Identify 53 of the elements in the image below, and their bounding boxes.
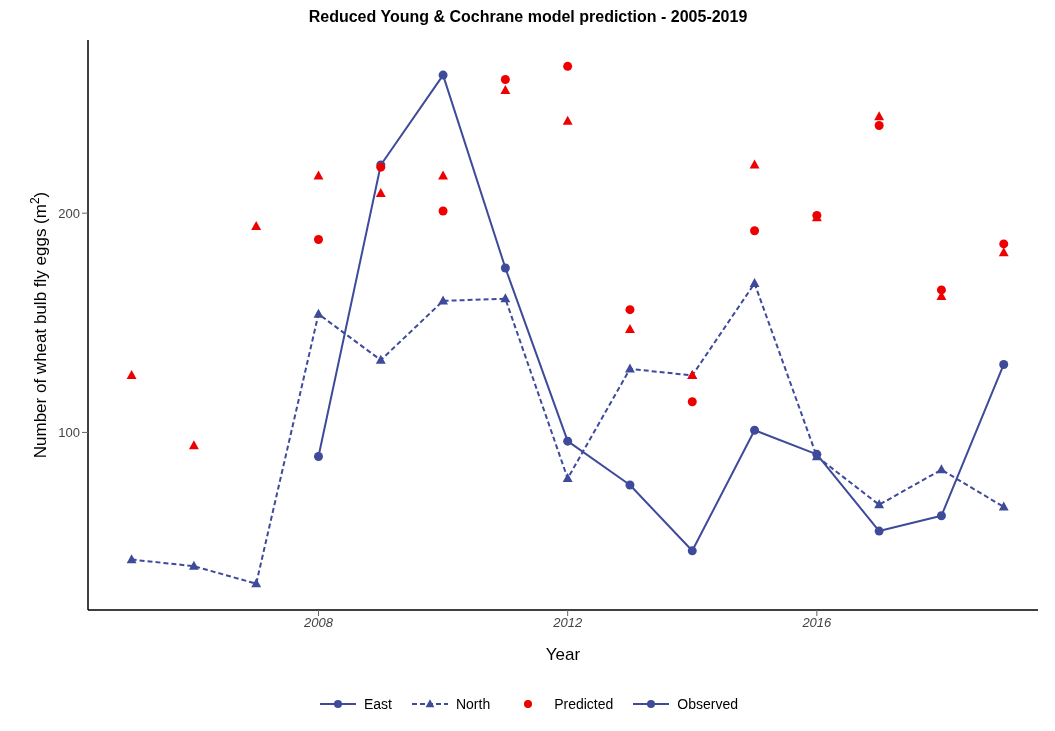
point: [313, 170, 324, 180]
point: [126, 370, 137, 380]
point: [313, 308, 324, 318]
point: [500, 293, 511, 303]
point: [625, 305, 635, 315]
point: [500, 85, 511, 95]
point: [251, 578, 262, 588]
point: [126, 554, 137, 564]
point: [438, 70, 448, 80]
x-tick-label: 2012: [552, 615, 583, 631]
point: [936, 511, 946, 521]
point: [625, 323, 635, 333]
point: [687, 546, 697, 556]
point: [438, 170, 449, 180]
y-tick-label: 100: [58, 425, 80, 441]
point: [999, 359, 1009, 369]
point: [687, 397, 697, 407]
point: [188, 560, 199, 570]
legend-label: Predicted: [554, 696, 614, 712]
point: [874, 526, 884, 536]
legend-label: East: [363, 696, 392, 712]
point: [375, 354, 386, 364]
point: [188, 440, 199, 450]
point: [749, 277, 760, 287]
x-tick-label: 2016: [801, 615, 833, 631]
point: [749, 159, 760, 169]
point: [375, 188, 386, 198]
point: [874, 111, 885, 121]
point: [313, 452, 323, 462]
point: [562, 115, 573, 125]
point: [563, 436, 573, 446]
point: [874, 499, 885, 509]
point: [563, 61, 573, 71]
x-tick-label: 2008: [303, 615, 334, 631]
point: [313, 235, 323, 244]
point: [500, 263, 510, 273]
point: [562, 473, 573, 483]
text: Observed: [677, 696, 739, 712]
point: [998, 501, 1009, 511]
chart-title: Reduced Young & Cochrane model prediction - 2005-2019: [307, 8, 749, 26]
point: [999, 239, 1009, 249]
point: [750, 425, 760, 435]
point: [874, 121, 884, 130]
x-axis-title: Year: [545, 645, 581, 664]
point: [750, 226, 760, 236]
y-tick-label: 200: [58, 205, 80, 221]
point: [625, 480, 635, 490]
point: [438, 206, 448, 216]
point: [500, 74, 510, 84]
point: [251, 220, 262, 230]
point: [936, 464, 947, 474]
legend-label: North: [455, 696, 491, 712]
point: [998, 247, 1009, 257]
